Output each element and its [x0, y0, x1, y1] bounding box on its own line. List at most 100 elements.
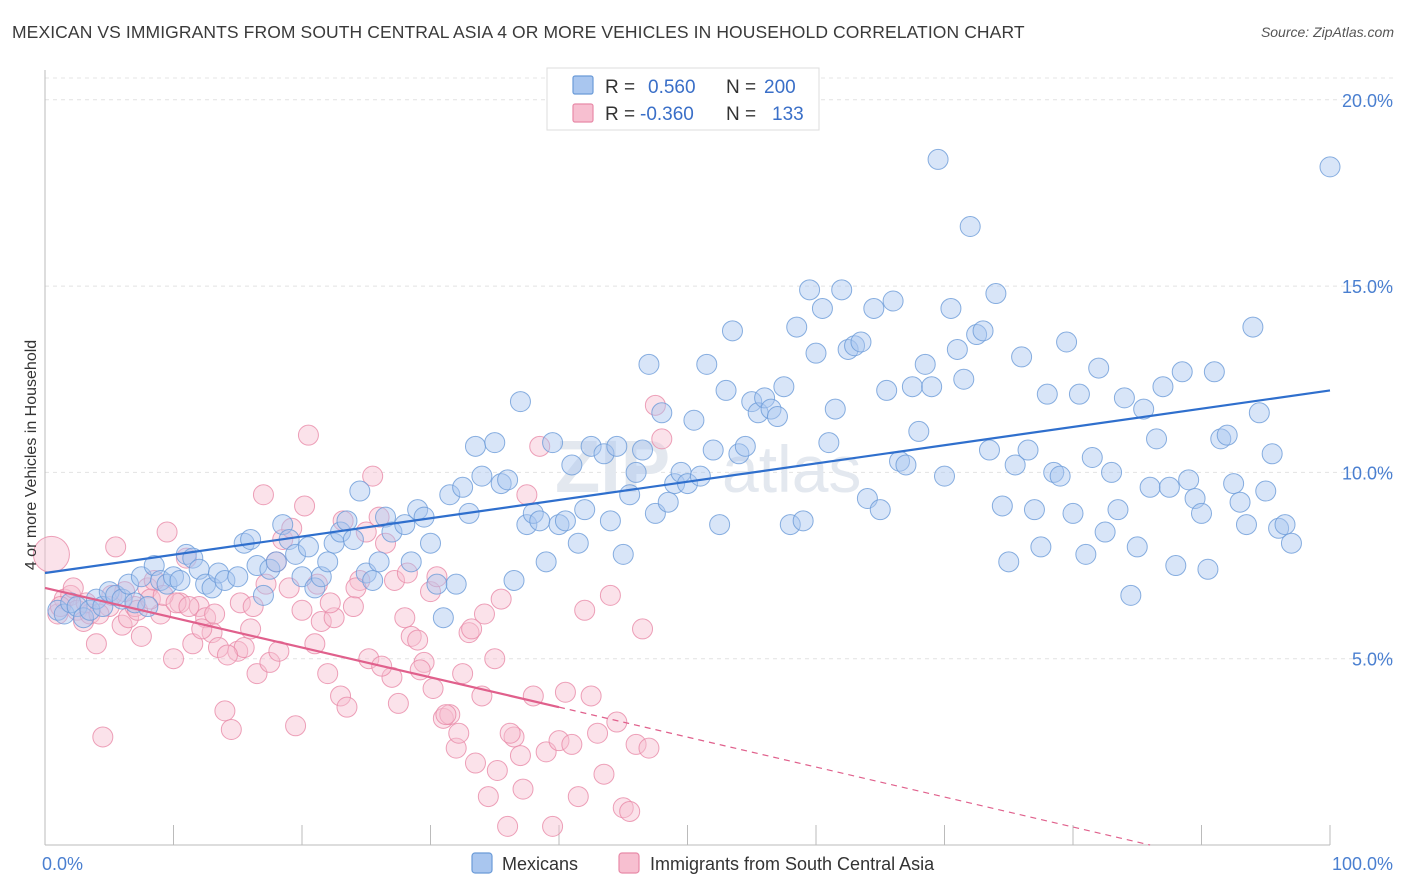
legend-r-label: R =: [605, 104, 635, 125]
point-mexicans: [599, 510, 621, 532]
point-mexicans: [567, 532, 589, 554]
point-mexicans: [503, 569, 525, 591]
trend-line-mexicans: [44, 389, 1331, 575]
point-mexicans: [702, 439, 724, 461]
point-mexicans: [381, 521, 403, 543]
point-mexicans: [163, 566, 184, 588]
point-mexicans: [876, 379, 898, 401]
point-mexicans: [1133, 398, 1155, 420]
point-mexicans: [998, 551, 1020, 573]
point-mexicans: [754, 387, 776, 409]
point-mexicans: [683, 409, 705, 431]
point-mexicans: [150, 569, 172, 591]
point-mexicans: [439, 484, 461, 506]
point-mexicans: [1280, 532, 1302, 554]
point-south-central-asia: [561, 733, 583, 755]
point-mexicans: [490, 473, 512, 495]
point-mexicans: [863, 297, 885, 319]
point-south-central-asia: [130, 625, 152, 647]
point-mexicans: [799, 279, 821, 301]
point-south-central-asia: [599, 584, 621, 606]
bottom-legend: Mexicans Immigrants from South Central A…: [471, 852, 935, 874]
bottom-legend-swatch-south-central-asia: [618, 852, 640, 874]
point-mexicans: [214, 569, 236, 591]
point-mexicans: [497, 469, 519, 491]
point-south-central-asia: [567, 786, 589, 808]
point-mexicans: [908, 420, 930, 442]
point-mexicans: [651, 402, 673, 424]
point-mexicans: [1165, 555, 1187, 577]
point-mexicans: [632, 439, 654, 461]
point-south-central-asia: [387, 692, 409, 714]
legend-r-label: R =: [605, 77, 635, 98]
legend-swatch-mexicans: [572, 75, 594, 95]
point-south-central-asia: [638, 737, 660, 759]
point-mexicans: [1011, 346, 1033, 368]
point-mexicans: [1120, 584, 1142, 606]
point-mexicans: [1081, 447, 1103, 468]
legend-box: R = 0.560 N = 200 R = -0.360 N = 133: [546, 67, 820, 131]
point-mexicans: [895, 454, 917, 476]
watermark-zip: ZIP: [555, 425, 670, 508]
point-mexicans: [901, 376, 923, 398]
point-south-central-asia: [362, 465, 384, 487]
point-mexicans: [420, 532, 441, 554]
point-south-central-asia: [458, 622, 480, 644]
point-south-central-asia: [619, 800, 641, 822]
point-south-central-asia: [606, 711, 628, 733]
point-mexicans: [811, 297, 833, 319]
series-mexicans-points: [47, 148, 1341, 629]
point-mexicans: [741, 391, 763, 413]
point-south-central-asia: [503, 726, 525, 748]
point-mexicans: [1101, 461, 1123, 483]
point-mexicans: [1274, 514, 1296, 536]
point-mexicans: [1171, 361, 1193, 383]
point-south-central-asia: [294, 495, 316, 517]
point-mexicans: [169, 569, 191, 591]
point-mexicans: [227, 566, 249, 588]
point-mexicans: [79, 599, 101, 621]
point-mexicans: [304, 577, 326, 599]
point-mexicans: [1158, 476, 1180, 498]
point-south-central-asia: [477, 786, 499, 808]
point-mexicans: [779, 514, 801, 536]
point-mexicans: [1075, 543, 1097, 565]
point-south-central-asia: [394, 607, 416, 629]
point-south-central-asia: [612, 797, 634, 819]
point-mexicans: [1126, 536, 1148, 558]
point-mexicans: [1068, 383, 1090, 405]
point-south-central-asia: [625, 733, 647, 755]
point-mexicans: [689, 465, 711, 487]
legend-n-value: 200: [764, 77, 796, 98]
point-mexicans: [1191, 502, 1212, 524]
point-south-central-asia: [336, 696, 358, 718]
point-mexicans: [1056, 331, 1078, 353]
point-mexicans: [554, 510, 576, 532]
point-mexicans: [535, 551, 557, 573]
point-mexicans: [1255, 480, 1277, 502]
point-south-central-asia: [220, 718, 242, 740]
point-south-central-asia: [509, 745, 531, 767]
point-mexicans: [394, 514, 416, 536]
point-mexicans: [1216, 424, 1238, 446]
point-mexicans: [773, 376, 795, 398]
bottom-legend-label-south-central-asia: Immigrants from South Central Asia: [650, 854, 935, 874]
legend-r-value: -0.360: [640, 104, 694, 125]
point-mexicans: [464, 435, 486, 457]
point-south-central-asia: [486, 759, 508, 781]
point-mexicans: [342, 528, 364, 550]
x-tick-labels: 0.0% 100.0%: [42, 854, 1393, 874]
point-south-central-asia: [632, 618, 654, 640]
point-mexicans: [1223, 473, 1245, 495]
point-mexicans: [400, 551, 422, 573]
point-mexicans: [657, 491, 679, 513]
point-mexicans: [1043, 461, 1065, 483]
point-mexicans: [959, 215, 981, 237]
point-mexicans: [914, 353, 936, 375]
point-mexicans: [837, 338, 859, 360]
y-tick-label: 10.0%: [1342, 463, 1393, 483]
point-mexicans: [1146, 428, 1168, 450]
point-mexicans: [1268, 517, 1290, 539]
point-mexicans: [1235, 514, 1257, 536]
